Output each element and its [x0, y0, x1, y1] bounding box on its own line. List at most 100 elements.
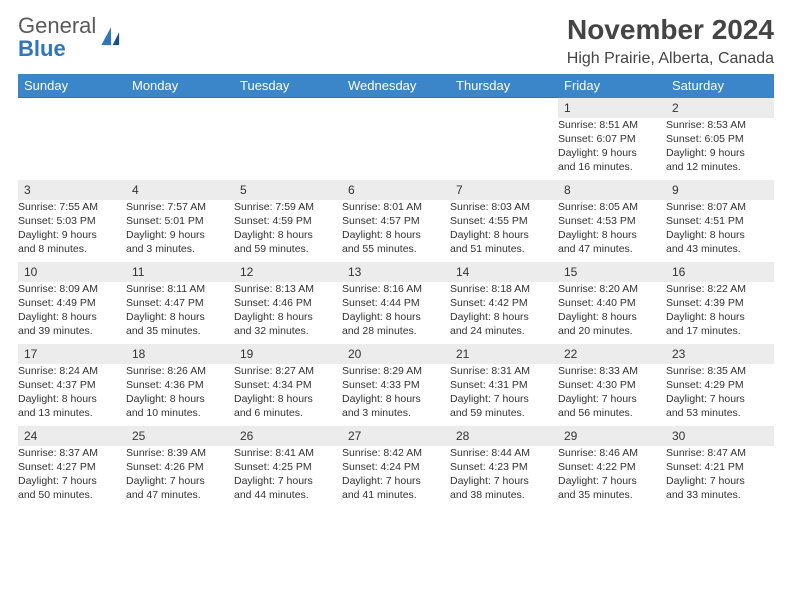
day-sunrise: Sunrise: 8:29 AM — [342, 364, 450, 378]
day-sunset: Sunset: 4:31 PM — [450, 378, 558, 392]
day-detail-cell — [126, 118, 234, 180]
day-number-cell: 27 — [342, 426, 450, 446]
day-number: 21 — [450, 344, 558, 364]
day-detail-cell: Sunrise: 8:29 AMSunset: 4:33 PMDaylight:… — [342, 364, 450, 426]
day-daylight2: and 41 minutes. — [342, 488, 450, 502]
day-sunset: Sunset: 4:47 PM — [126, 296, 234, 310]
title-block: November 2024 High Prairie, Alberta, Can… — [567, 14, 774, 68]
day-daylight1: Daylight: 8 hours — [558, 228, 666, 242]
day-number-cell: 19 — [234, 344, 342, 364]
day-sunset: Sunset: 5:01 PM — [126, 214, 234, 228]
day-detail-cell — [450, 118, 558, 180]
day-daylight1: Daylight: 8 hours — [18, 392, 126, 406]
day-sunset: Sunset: 6:05 PM — [666, 132, 774, 146]
brand-word1: General — [18, 13, 96, 38]
header: General Blue November 2024 High Prairie,… — [18, 14, 774, 68]
detail-row: Sunrise: 8:51 AMSunset: 6:07 PMDaylight:… — [18, 118, 774, 180]
day-daylight2: and 59 minutes. — [450, 406, 558, 420]
day-sunset: Sunset: 4:46 PM — [234, 296, 342, 310]
day-daylight2: and 59 minutes. — [234, 242, 342, 256]
day-sunrise: Sunrise: 8:05 AM — [558, 200, 666, 214]
day-daylight2: and 8 minutes. — [18, 242, 126, 256]
day-sunset: Sunset: 4:25 PM — [234, 460, 342, 474]
day-number: 16 — [666, 262, 774, 282]
day-sunset: Sunset: 4:27 PM — [18, 460, 126, 474]
day-detail-cell: Sunrise: 8:09 AMSunset: 4:49 PMDaylight:… — [18, 282, 126, 344]
weekday-header: Wednesday — [342, 74, 450, 98]
day-daylight2: and 50 minutes. — [18, 488, 126, 502]
day-number: 24 — [18, 426, 126, 446]
day-number-cell: 12 — [234, 262, 342, 282]
day-number-cell: 8 — [558, 180, 666, 200]
day-number-cell: 14 — [450, 262, 558, 282]
detail-row: Sunrise: 8:09 AMSunset: 4:49 PMDaylight:… — [18, 282, 774, 344]
day-daylight2: and 39 minutes. — [18, 324, 126, 338]
day-sunrise: Sunrise: 8:35 AM — [666, 364, 774, 378]
day-sunset: Sunset: 4:23 PM — [450, 460, 558, 474]
day-number: 5 — [234, 180, 342, 200]
day-sunrise: Sunrise: 8:41 AM — [234, 446, 342, 460]
day-number-cell: 17 — [18, 344, 126, 364]
day-detail-cell: Sunrise: 8:44 AMSunset: 4:23 PMDaylight:… — [450, 446, 558, 508]
day-sunrise: Sunrise: 8:39 AM — [126, 446, 234, 460]
location-text: High Prairie, Alberta, Canada — [567, 50, 774, 68]
day-detail-cell: Sunrise: 8:35 AMSunset: 4:29 PMDaylight:… — [666, 364, 774, 426]
day-sunrise: Sunrise: 8:09 AM — [18, 282, 126, 296]
day-number-cell: 7 — [450, 180, 558, 200]
day-number-cell: 10 — [18, 262, 126, 282]
daynum-row: 24252627282930 — [18, 426, 774, 446]
day-daylight1: Daylight: 8 hours — [342, 228, 450, 242]
day-number-cell: 6 — [342, 180, 450, 200]
day-detail-cell: Sunrise: 8:41 AMSunset: 4:25 PMDaylight:… — [234, 446, 342, 508]
day-detail-cell: Sunrise: 8:33 AMSunset: 4:30 PMDaylight:… — [558, 364, 666, 426]
day-number-cell — [18, 98, 126, 118]
day-number: 28 — [450, 426, 558, 446]
day-number-cell: 13 — [342, 262, 450, 282]
sail-icon — [98, 24, 124, 50]
day-detail-cell: Sunrise: 7:57 AMSunset: 5:01 PMDaylight:… — [126, 200, 234, 262]
day-detail-cell: Sunrise: 8:01 AMSunset: 4:57 PMDaylight:… — [342, 200, 450, 262]
day-number: 18 — [126, 344, 234, 364]
day-number: 3 — [18, 180, 126, 200]
day-sunrise: Sunrise: 8:20 AM — [558, 282, 666, 296]
day-sunset: Sunset: 4:33 PM — [342, 378, 450, 392]
day-number-cell: 2 — [666, 98, 774, 118]
day-detail-cell: Sunrise: 8:22 AMSunset: 4:39 PMDaylight:… — [666, 282, 774, 344]
day-daylight2: and 38 minutes. — [450, 488, 558, 502]
day-daylight1: Daylight: 8 hours — [450, 310, 558, 324]
day-sunrise: Sunrise: 7:57 AM — [126, 200, 234, 214]
day-sunrise: Sunrise: 8:46 AM — [558, 446, 666, 460]
day-sunset: Sunset: 4:51 PM — [666, 214, 774, 228]
day-daylight1: Daylight: 8 hours — [558, 310, 666, 324]
day-number: 26 — [234, 426, 342, 446]
day-number-cell: 20 — [342, 344, 450, 364]
day-detail-cell: Sunrise: 8:05 AMSunset: 4:53 PMDaylight:… — [558, 200, 666, 262]
day-daylight2: and 56 minutes. — [558, 406, 666, 420]
day-number: 8 — [558, 180, 666, 200]
day-sunset: Sunset: 4:55 PM — [450, 214, 558, 228]
day-number-cell: 11 — [126, 262, 234, 282]
day-daylight1: Daylight: 7 hours — [558, 392, 666, 406]
day-number-cell — [342, 98, 450, 118]
month-title: November 2024 — [567, 14, 774, 46]
weekday-header: Sunday — [18, 74, 126, 98]
day-daylight2: and 44 minutes. — [234, 488, 342, 502]
day-daylight2: and 51 minutes. — [450, 242, 558, 256]
day-daylight1: Daylight: 7 hours — [666, 474, 774, 488]
day-sunset: Sunset: 4:34 PM — [234, 378, 342, 392]
day-detail-cell: Sunrise: 8:46 AMSunset: 4:22 PMDaylight:… — [558, 446, 666, 508]
day-sunrise: Sunrise: 8:27 AM — [234, 364, 342, 378]
day-detail-cell: Sunrise: 7:59 AMSunset: 4:59 PMDaylight:… — [234, 200, 342, 262]
weekday-header: Monday — [126, 74, 234, 98]
day-number-cell: 25 — [126, 426, 234, 446]
day-number-cell: 1 — [558, 98, 666, 118]
day-number: 9 — [666, 180, 774, 200]
day-sunset: Sunset: 6:07 PM — [558, 132, 666, 146]
day-sunrise: Sunrise: 8:03 AM — [450, 200, 558, 214]
day-number: 25 — [126, 426, 234, 446]
day-daylight1: Daylight: 8 hours — [666, 310, 774, 324]
day-sunrise: Sunrise: 8:33 AM — [558, 364, 666, 378]
day-daylight1: Daylight: 9 hours — [558, 146, 666, 160]
day-daylight1: Daylight: 8 hours — [342, 392, 450, 406]
day-number: 20 — [342, 344, 450, 364]
